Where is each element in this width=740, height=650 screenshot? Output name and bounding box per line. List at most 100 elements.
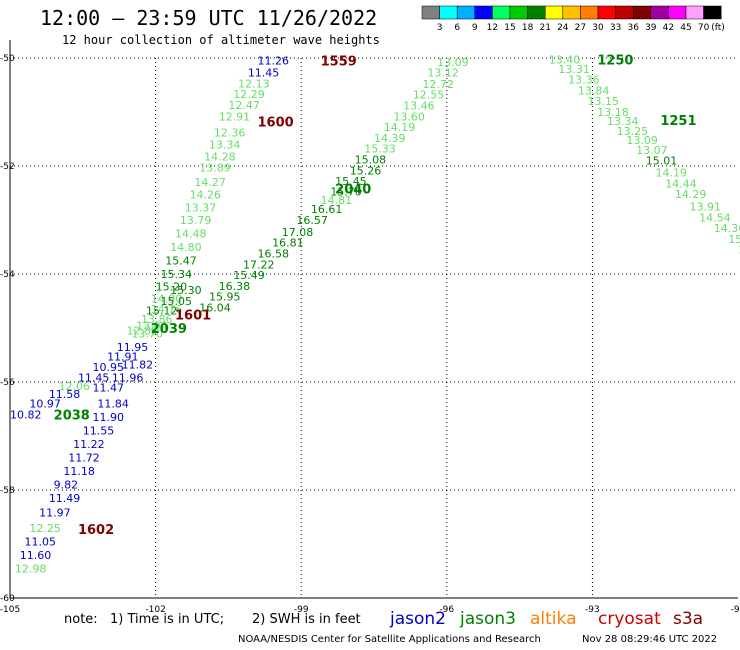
pass-time-label: 2038 — [54, 408, 90, 423]
footer-timestamp: Nov 28 08:29:46 UTC 2022 — [582, 634, 718, 645]
wave-height-value: 12.85 — [126, 325, 158, 338]
pass-time-label: 1601 — [175, 309, 211, 324]
wave-height-value: 15.95 — [209, 291, 241, 304]
lat-tick-label: -50 — [0, 54, 15, 64]
wave-height-value: 11.90 — [93, 411, 125, 424]
lon-tick-label: -102 — [145, 605, 165, 615]
colorbar-tick-label: 27 — [575, 23, 586, 33]
wave-height-value: 15.01 — [646, 155, 678, 168]
colorbar-unit: (ft) — [711, 23, 725, 33]
colorbar-tick-label: 12 — [487, 23, 498, 33]
wave-height-value: 15.05 — [160, 295, 192, 308]
lat-tick-label: -56 — [0, 378, 15, 388]
wave-height-value: 12.25 — [29, 522, 61, 535]
map-title: 12:00 — 23:59 UTC 11/26/2022 — [40, 6, 378, 30]
colorbar-tick-label: 9 — [472, 23, 478, 33]
wave-height-value: 12.29 — [233, 88, 265, 101]
wave-height-value: 16.58 — [258, 247, 290, 260]
legend-s3a: s3a — [673, 609, 704, 629]
wave-height-value: 14.29 — [675, 188, 707, 201]
wave-height-value: 16.57 — [296, 214, 328, 227]
wave-height-value: 13.84 — [578, 84, 610, 97]
map-subtitle: 12 hour collection of altimeter wave hei… — [62, 33, 380, 47]
note-swh-feet: 2) SWH is in feet — [252, 612, 361, 627]
wave-height-value: 11.45 — [248, 67, 280, 80]
wave-height-value: 11.82 — [122, 359, 154, 372]
footer-credit: NOAA/NESDIS Center for Satellite Applica… — [238, 634, 541, 645]
wave-height-value: 16.81 — [272, 237, 304, 250]
wave-height-value: 13.15 — [588, 95, 620, 108]
wave-height-value: 12.13 — [238, 77, 270, 90]
wave-height-value: 14.81 — [321, 194, 353, 207]
wave-height-value: 11.95 — [117, 341, 149, 354]
wave-height-value: 14.76 — [151, 303, 183, 316]
wave-height-value: 14.19 — [384, 121, 416, 134]
colorbar-tick-label: 21 — [539, 23, 550, 33]
colorbar: 3 6 9 12 15 18 21 24 27 30 33 36 39 42 45 70 (ft) — [421, 5, 725, 33]
wave-height-value: 13.12 — [427, 67, 459, 80]
pass-time-label: 1600 — [258, 116, 294, 131]
colorbar-tick-label: 42 — [663, 23, 674, 33]
legend-altika: altika — [530, 609, 577, 629]
wave-height-value: 11.55 — [83, 425, 115, 438]
wave-height-value: 14.80 — [170, 241, 202, 254]
wave-height-value: 11.58 — [49, 388, 81, 401]
colorbar-swatch — [703, 5, 722, 20]
wave-height-value: 16.61 — [311, 203, 343, 216]
lat-tick-label: -54 — [0, 270, 15, 280]
wave-height-value: 13.36 — [568, 74, 600, 87]
pass-time-label: 2040 — [335, 183, 371, 198]
wave-height-value: 14.54 — [699, 211, 731, 224]
wave-height-value: 11.84 — [97, 398, 129, 411]
wave-height-value: 14.28 — [204, 150, 236, 163]
wave-height-value: 13.25 — [617, 125, 649, 138]
wave-height-value: 15.0 — [728, 233, 740, 246]
lon-tick-label: -93 — [585, 605, 600, 615]
wave-height-value: 15.12 — [146, 305, 178, 318]
pass-time-label: 2039 — [151, 322, 187, 337]
wave-height-value: 17.22 — [243, 258, 275, 271]
wave-height-value: 13.09 — [626, 134, 658, 147]
wave-height-value: 13.46 — [403, 100, 435, 113]
legend-jason3: jason3 — [460, 609, 516, 629]
pass-time-label: 1559 — [321, 55, 357, 70]
wave-height-value: 11.60 — [20, 549, 51, 562]
map-plot: -105 -102 -99 -96 -93 -90 -50 -52 -54 -56 -58 -60 11… — [0, 40, 740, 615]
note-time-utc: 1) Time is in UTC; — [110, 612, 225, 627]
wave-height-value: 13.86 — [141, 313, 173, 326]
wave-height-value: 15.34 — [160, 268, 192, 281]
wave-height-value: 11.96 — [112, 372, 144, 385]
wave-height-value: 15.20 — [156, 280, 188, 293]
lat-tick-label: -58 — [0, 486, 15, 496]
wave-height-value: 11.05 — [25, 535, 56, 548]
wave-height-value: 13.60 — [393, 110, 425, 123]
wave-height-value: 11.26 — [258, 55, 290, 68]
wave-height-value: 14.48 — [175, 228, 207, 241]
wave-height-value: 13.89 — [199, 162, 231, 175]
legend-jason2: jason2 — [390, 609, 446, 629]
wave-height-value: 15.33 — [364, 143, 396, 156]
wave-height-value: 13.40 — [549, 54, 581, 67]
wave-height-value: 13.07 — [636, 144, 668, 157]
wave-height-value: 13.91 — [689, 201, 721, 214]
wave-height-value: 13.04 — [136, 319, 168, 332]
colorbar-tick-label: 6 — [454, 23, 460, 33]
wave-height-value: 11.91 — [107, 351, 139, 364]
wave-height-value: 11.72 — [68, 452, 100, 465]
wave-height-value: 14.39 — [374, 132, 406, 145]
wave-height-value: 9.82 — [54, 479, 79, 492]
lon-tick-label: -90 — [731, 605, 740, 615]
wave-height-value: 14.90 — [151, 292, 183, 305]
wave-height-value: 14.36 — [714, 222, 740, 235]
wave-height-value: 12.47 — [228, 99, 260, 112]
wave-height-value: 17.08 — [282, 226, 314, 239]
lon-tick-label: -96 — [439, 605, 454, 615]
lat-tick-label: -52 — [0, 162, 15, 172]
note-prefix: note: — [64, 612, 98, 627]
lat-tick-label: -60 — [0, 594, 15, 604]
wave-height-value: 13.31 — [558, 63, 590, 76]
wave-height-value: 15.49 — [233, 269, 265, 282]
wave-height-value: 10.82 — [10, 408, 42, 421]
colorbar-tick-label: 18 — [522, 23, 534, 33]
colorbar-tick-label: 24 — [557, 23, 569, 33]
